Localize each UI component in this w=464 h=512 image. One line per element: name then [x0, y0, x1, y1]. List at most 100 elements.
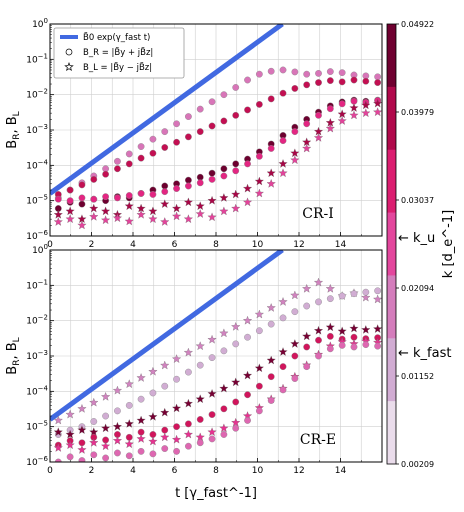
data-point-circle	[232, 398, 240, 406]
colorbar-band	[387, 149, 396, 214]
data-point-circle	[315, 336, 322, 344]
data-point-star	[124, 379, 134, 389]
data-point-circle	[125, 160, 133, 168]
data-point-circle	[125, 452, 133, 460]
data-point-circle	[350, 343, 358, 351]
data-point-star	[290, 290, 300, 300]
data-point-star	[302, 143, 312, 153]
data-point-star	[349, 110, 359, 120]
data-point-circle	[303, 343, 311, 351]
data-point-star	[148, 206, 158, 216]
data-point-circle	[161, 426, 169, 434]
data-point-star	[101, 206, 111, 216]
data-point-star	[254, 363, 264, 373]
data-point-circle	[208, 98, 216, 106]
data-point-circle	[362, 77, 370, 85]
legend-circle-marker	[65, 48, 73, 56]
legend: B̃0 exp(γ_fast t) B_R = |B̃y + jB̃z| B_L =…	[53, 27, 185, 79]
y-tick-label: 10−5	[26, 194, 48, 207]
y-tick-label: 10−5	[26, 420, 48, 433]
data-point-circle	[267, 397, 275, 404]
legend-star-marker	[64, 62, 74, 72]
data-point-circle	[244, 160, 251, 168]
colorbar-band	[387, 86, 396, 151]
data-point-star	[266, 168, 276, 178]
data-point-circle	[279, 89, 287, 97]
data-point-circle	[137, 143, 145, 150]
data-point-star	[373, 324, 382, 333]
plot-area	[50, 24, 382, 230]
data-point-star	[219, 193, 229, 202]
data-point-circle	[173, 375, 180, 383]
data-point-star	[325, 123, 335, 133]
data-point-star	[53, 217, 63, 226]
data-point-circle	[279, 314, 287, 322]
data-point-circle	[114, 449, 121, 457]
data-point-circle	[315, 79, 322, 86]
data-point-star	[77, 403, 87, 413]
data-point-circle	[185, 133, 192, 141]
data-point-circle	[78, 194, 86, 202]
x-tick-label: 8	[213, 240, 219, 250]
data-point-circle	[326, 345, 334, 353]
data-point-star	[183, 197, 193, 207]
data-point-circle	[125, 401, 133, 409]
data-point-star	[136, 415, 146, 425]
data-point-star	[254, 188, 264, 198]
data-point-circle	[66, 453, 74, 461]
data-point-circle	[267, 145, 275, 152]
data-point-star	[136, 434, 146, 443]
y-tick-label: 10−4	[26, 158, 48, 171]
y-tick-label: 100	[32, 243, 48, 256]
x-tick-label: 14	[335, 466, 347, 476]
legend-label-bl: B_L = |B̃y − jB̃z|	[83, 61, 152, 73]
x-tick-label: 14	[335, 240, 347, 250]
data-point-star	[337, 109, 347, 119]
data-point-circle	[114, 407, 121, 415]
data-point-star	[89, 437, 99, 447]
x-tick-label: 0	[47, 240, 53, 250]
data-point-star	[231, 377, 241, 387]
data-point-circle	[315, 111, 322, 119]
data-point-star	[183, 214, 193, 224]
data-point-circle	[374, 342, 382, 350]
data-point-star	[313, 133, 324, 142]
data-point-star	[112, 213, 123, 223]
data-point-circle	[232, 160, 240, 168]
data-point-star	[337, 326, 347, 336]
x-tick-label: 8	[213, 466, 219, 476]
data-point-circle	[137, 447, 145, 455]
data-point-star	[278, 168, 288, 178]
data-point-circle	[208, 354, 216, 362]
data-point-star	[219, 423, 229, 433]
colorbar-tick-label: 0.00209	[401, 460, 434, 469]
y-axis-label: BR, BL	[5, 337, 22, 374]
data-point-star	[302, 331, 312, 341]
data-point-star	[266, 303, 276, 312]
data-point-circle	[362, 288, 370, 296]
panel-label: CR-I	[302, 206, 334, 222]
data-point-circle	[102, 193, 110, 201]
panel-label: CR-E	[300, 432, 336, 448]
data-point-circle	[161, 188, 169, 196]
data-point-circle	[137, 154, 145, 162]
data-point-star	[112, 421, 123, 431]
data-point-star	[219, 383, 229, 393]
data-point-circle	[255, 407, 263, 415]
data-point-circle	[220, 117, 228, 125]
data-point-star	[183, 398, 193, 408]
y-tick-label: 10−6	[26, 229, 48, 242]
data-point-star	[361, 325, 371, 334]
data-point-circle	[102, 454, 110, 462]
data-point-circle	[66, 197, 74, 205]
data-point-circle	[196, 416, 204, 423]
data-point-circle	[161, 182, 169, 190]
data-point-star	[219, 328, 229, 338]
legend-label-br: B_R = |B̃y + jB̃z|	[83, 46, 153, 58]
data-point-circle	[149, 135, 157, 143]
data-point-star	[278, 297, 288, 306]
x-axis-label: t [γ_fast^-1]	[175, 486, 257, 501]
data-point-star	[337, 116, 347, 125]
data-point-circle	[149, 450, 157, 458]
